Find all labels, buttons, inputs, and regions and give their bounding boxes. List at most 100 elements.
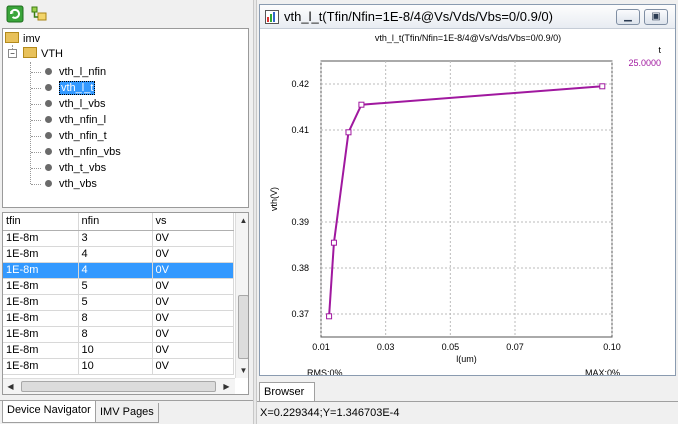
collapse-icon[interactable]: − [8,49,17,58]
table-row[interactable]: 1E-8m 10 0V [3,342,234,359]
x-tick-label: 0.05 [442,342,460,352]
parameter-table[interactable]: tfin nfin vs 1E-8m 3 0V 1E-8m 4 0V 1E-8m 4 0V 1E-… [2,212,249,395]
tree-item[interactable]: vth_t_vbs [59,160,106,176]
scroll-right-icon[interactable]: ▶ [223,382,230,391]
table-row[interactable]: 1E-8m 5 0V [3,294,234,311]
navigator-toolbar [2,2,253,26]
table-cell: 0V [152,262,234,279]
rms-label: RMS:0% [307,368,343,375]
tree-item-label: vth_l_vbs [59,98,106,110]
table-cell: 8 [78,326,153,343]
table-cell: 1E-8m [3,358,79,375]
column-header-tfin[interactable]: tfin [3,213,79,231]
leaf-node-icon [45,116,52,123]
tree-item[interactable]: vth_l_vbs [59,96,105,112]
minimize-button[interactable]: ▁ [616,9,640,25]
tree-item[interactable]: vth_l_t [59,80,96,96]
tree-folder-vth[interactable]: VTH [23,46,63,62]
plot-area [320,60,613,338]
tree-connector [31,88,41,89]
table-cell: 1E-8m [3,262,79,279]
scroll-down-icon[interactable]: ▼ [239,366,248,375]
right-panel: vth_l_t(Tfin/Nfin=1E-8/4@Vs/Vds/Vbs=0/0.… [257,0,678,424]
y-tick-label: 0.38 [291,263,309,273]
tree-root[interactable]: imv [5,31,40,47]
leaf-node-icon [45,164,52,171]
tab-imv-pages[interactable]: IMV Pages [95,403,159,423]
horizontal-scroll-thumb[interactable] [21,381,216,392]
table-cell: 5 [78,294,153,311]
data-point [599,83,606,90]
y-tick-label: 0.39 [291,217,309,227]
table-cell: 1E-8m [3,342,79,359]
restore-icon: ▣ [651,11,661,22]
tree-connector [31,136,41,137]
table-row[interactable]: 1E-8m 8 0V [3,326,234,343]
column-header-nfin[interactable]: nfin [78,213,153,231]
folder-icon [5,32,19,43]
tree-item-label: vth_l_nfin [59,66,107,78]
tree-item[interactable]: vth_nfin_t [59,128,107,144]
y-tick-label: 0.41 [291,125,309,135]
x-axis-label: l(um) [456,354,477,364]
table-cell: 0V [152,278,234,295]
x-tick-label: 0.07 [506,342,524,352]
panel-splitter[interactable] [253,0,257,424]
leaf-node-icon [45,132,52,139]
table-row[interactable]: 1E-8m 3 0V [3,230,234,247]
table-cell: 0V [152,246,234,263]
tree-item-label: vth_t_vbs [59,162,107,174]
table-cell: 1E-8m [3,310,79,327]
tree-connector [31,168,41,169]
max-label: MAX:0% [585,368,620,375]
table-vertical-scrollbar[interactable]: ▲ ▼ [235,213,248,378]
y-tick-label: 0.37 [291,309,309,319]
tree-connector [31,72,41,73]
table-cell: 10 [78,358,153,375]
leaf-node-icon [45,68,52,75]
chart-title: vth_l_t(Tfin/Nfin=1E-8/4@Vs/Vds/Vbs=0/0.… [375,33,561,43]
leaf-node-icon [45,100,52,107]
table-row[interactable]: 1E-8m 5 0V [3,278,234,295]
scroll-left-icon[interactable]: ◀ [7,382,14,391]
tree-item[interactable]: vth_vbs [59,176,97,192]
table-row[interactable]: 1E-8m 4 0V [3,262,234,279]
tree-item[interactable]: vth_nfin_l [59,112,106,128]
x-tick-label: 0.03 [377,342,395,352]
navigator-tabs: Device Navigator IMV Pages [0,400,253,424]
tree-item[interactable]: vth_nfin_vbs [59,144,121,160]
scroll-up-icon[interactable]: ▲ [239,216,248,225]
leaf-node-icon [45,180,52,187]
table-horizontal-scrollbar[interactable]: ◀ ▶ [3,378,235,394]
refresh-icon[interactable] [6,5,24,23]
data-point [326,313,333,320]
vertical-scroll-thumb[interactable] [238,295,248,359]
data-point [358,101,365,108]
column-header-vs[interactable]: vs [152,213,234,231]
status-bar: X=0.229344;Y=1.346703E-4 [257,401,678,424]
table-cell: 0V [152,326,234,343]
tree-item[interactable]: vth_l_nfin [59,64,106,80]
table-cell: 8 [78,310,153,327]
plot-window-titlebar[interactable]: vth_l_t(Tfin/Nfin=1E-8/4@Vs/Vds/Vbs=0/0.… [260,5,675,29]
table-row[interactable]: 1E-8m 10 0V [3,358,234,375]
tree-root-label: imv [23,33,41,45]
tab-device-navigator[interactable]: Device Navigator [2,401,96,423]
table-row[interactable]: 1E-8m 8 0V [3,310,234,327]
tab-browser[interactable]: Browser [259,382,315,402]
data-point [330,239,337,246]
table-cell: 0V [152,342,234,359]
y-axis-label: vth(V) [269,187,279,211]
tree-view-icon[interactable] [30,5,48,23]
table-cell: 1E-8m [3,326,79,343]
minimize-icon: ▁ [624,11,632,22]
table-header-row: tfin nfin vs [3,213,234,231]
table-cell: 0V [152,294,234,311]
restore-button[interactable]: ▣ [644,9,668,25]
device-tree[interactable]: imv − VTH vth_l_nfin vth_l_t vth_l_vbs vth_… [2,28,249,208]
tree-connector [31,152,41,153]
table-cell: 4 [78,246,153,263]
table-row[interactable]: 1E-8m 4 0V [3,246,234,263]
tree-item-label: vth_nfin_t [59,130,107,142]
vth-chart[interactable]: vth_l_t(Tfin/Nfin=1E-8/4@Vs/Vds/Vbs=0/0.… [260,29,675,375]
